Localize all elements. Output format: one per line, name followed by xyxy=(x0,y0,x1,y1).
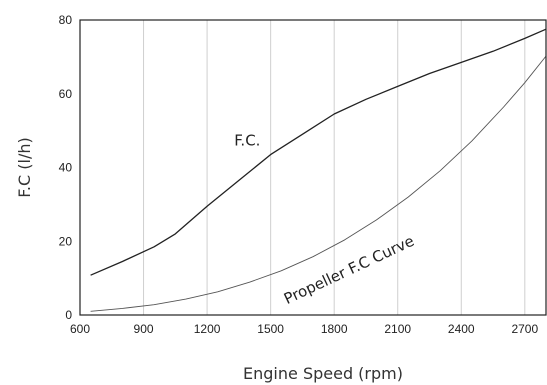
x-tick-label: 1200 xyxy=(194,322,221,336)
x-tick-label: 2400 xyxy=(448,322,475,336)
annotation-fc: F.C. xyxy=(234,131,260,149)
series-line-propeller-fc-curve xyxy=(90,55,547,312)
x-tick-label: 600 xyxy=(70,322,90,336)
annotation-propeller-fc-curve: Propeller F.C Curve xyxy=(281,232,417,308)
y-tick-label: 40 xyxy=(59,161,73,175)
series-lines xyxy=(90,28,547,312)
x-tick-label: 900 xyxy=(134,322,154,336)
y-tick-label: 0 xyxy=(65,308,72,322)
y-axis-title: F.C (l/h) xyxy=(15,137,34,197)
x-tick-labels: 600 900 1200 1500 1800 2100 2400 2700 xyxy=(70,322,539,336)
x-tick-label: 2700 xyxy=(511,322,538,336)
y-tick-label: 60 xyxy=(59,87,73,101)
x-axis-title: Engine Speed (rpm) xyxy=(243,364,403,383)
y-tick-labels: 0 20 40 60 80 xyxy=(59,13,73,322)
y-tick-label: 80 xyxy=(59,13,73,27)
y-tick-label: 20 xyxy=(59,234,73,248)
plot-frame xyxy=(79,19,547,316)
x-tick-label: 1800 xyxy=(321,322,348,336)
x-tick-label: 1500 xyxy=(257,322,284,336)
annotations: F.C. Propeller F.C Curve xyxy=(234,131,417,308)
grid-lines xyxy=(143,20,526,315)
x-tick-label: 2100 xyxy=(384,322,411,336)
series-line-fc xyxy=(90,28,547,276)
